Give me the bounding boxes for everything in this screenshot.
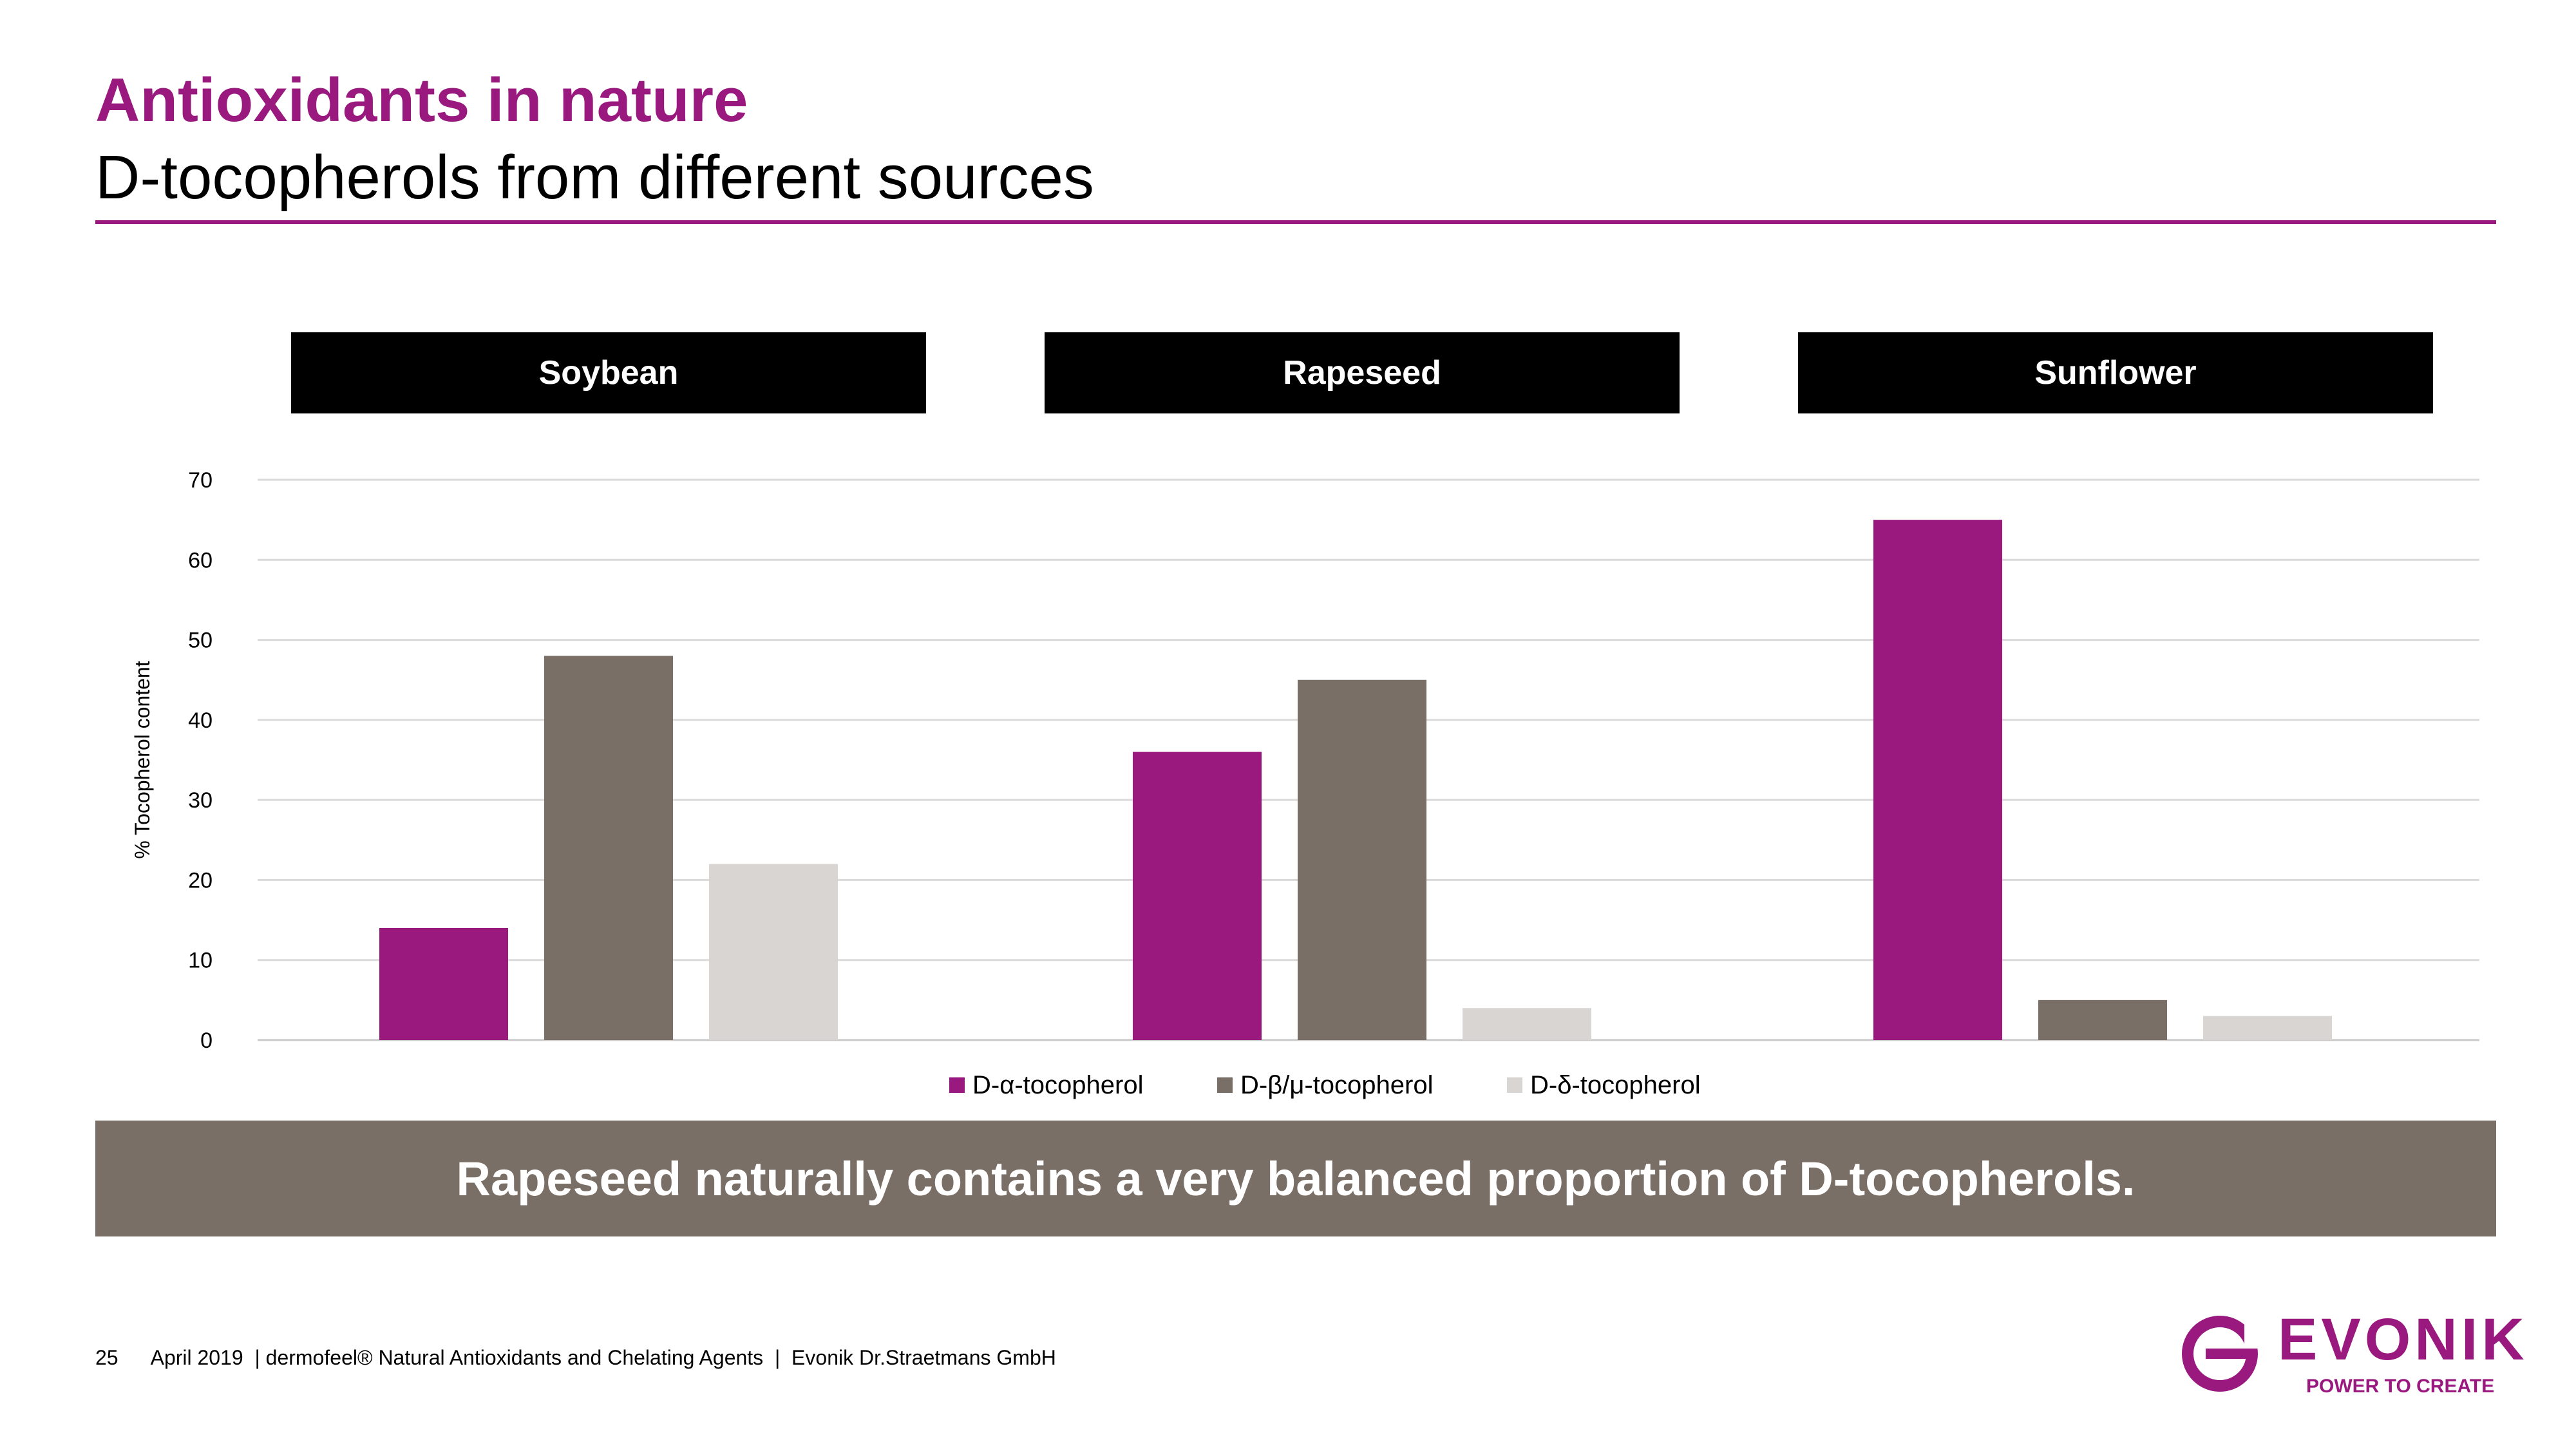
group-label-sunflower: Sunflower (1798, 332, 2433, 413)
legend-swatch (949, 1077, 965, 1093)
y-tick-label: 10 (188, 949, 213, 973)
logo-tagline: POWER TO CREATE (2306, 1376, 2495, 1397)
legend-label: D-δ-tocopherol (1530, 1071, 1701, 1099)
bar-rapeseed-2 (1298, 679, 1426, 1040)
slide-title: Antioxidants in nature (95, 66, 748, 135)
legend-swatch (1217, 1077, 1233, 1093)
logo-wordmark: EVONIK (2278, 1307, 2528, 1372)
evonik-logo: EVONIK POWER TO CREATE (2180, 1310, 2524, 1401)
footer-text: April 2019 | dermofeel® Natural Antioxid… (150, 1346, 1056, 1369)
y-axis-label: % Tocopherol content (131, 661, 154, 858)
y-tick-label: 20 (188, 868, 213, 893)
legend-label: D-β/μ-tocopherol (1240, 1071, 1434, 1099)
y-tick-label: 60 (188, 548, 213, 573)
page-number: 25 (95, 1346, 118, 1369)
bar-sunflower-1 (1873, 520, 2002, 1040)
y-tick-label: 50 (188, 629, 213, 653)
evonik-logo-icon (2182, 1316, 2264, 1392)
bar-sunflower-3 (2203, 1016, 2332, 1040)
tocopherol-bar-chart: 0 10 20 30 40 50 60 70 % Tocopherol content D-α-t… (131, 468, 2479, 1099)
y-tick-label: 0 (200, 1028, 213, 1053)
legend-label: D-α-tocopherol (972, 1071, 1143, 1099)
bar-soybean-1 (379, 928, 508, 1040)
y-tick-label: 30 (188, 788, 213, 813)
title-divider (95, 220, 2496, 224)
conclusion-banner: Rapeseed naturally contains a very balan… (95, 1121, 2496, 1236)
bar-rapeseed-3 (1463, 1008, 1591, 1040)
bar-soybean-2 (544, 656, 673, 1040)
y-tick-label: 40 (188, 708, 213, 733)
bar-sunflower-2 (2038, 999, 2167, 1040)
footer: 25 April 2019 | dermofeel® Natural Antiox… (95, 1346, 1056, 1370)
legend-swatch (1507, 1077, 1522, 1093)
group-label-rapeseed: Rapeseed (1045, 332, 1680, 413)
y-tick-label: 70 (188, 468, 213, 493)
group-label-soybean: Soybean (291, 332, 926, 413)
slide-subtitle: D-tocopherols from different sources (95, 143, 1094, 212)
bar-rapeseed-1 (1133, 752, 1262, 1040)
bar-soybean-3 (709, 864, 838, 1040)
